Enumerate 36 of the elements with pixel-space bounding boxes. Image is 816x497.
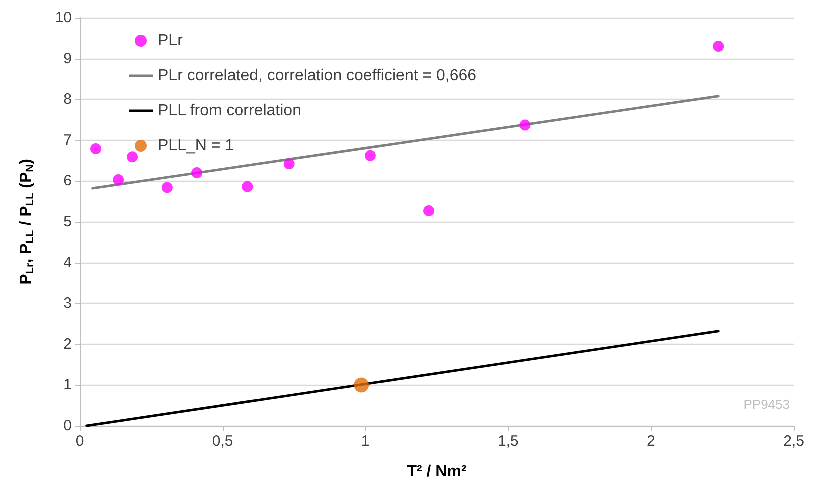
x-tick-label: 0 — [76, 433, 84, 450]
point — [284, 158, 295, 170]
x-tick-label: 1,5 — [498, 433, 519, 450]
x-tick-label: 2 — [647, 433, 656, 450]
y-tick-label: 2 — [64, 336, 72, 353]
x-tick-label: 2,5 — [784, 433, 804, 450]
y-tick-label: 5 — [64, 214, 72, 230]
x-tick-label: 1 — [361, 433, 370, 450]
y-tick-label: 4 — [64, 254, 72, 272]
y-tick-label: 3 — [64, 295, 72, 312]
legend-label: PLL from correlation — [158, 102, 302, 120]
legend-label: PLr correlated, correlation coefficient = 0,666 — [158, 68, 477, 84]
x-tick-label: 0,5 — [212, 433, 234, 450]
point — [162, 182, 173, 194]
point — [354, 378, 370, 393]
point — [192, 168, 203, 179]
y-tick-label: 10 — [55, 10, 72, 26]
y-tick-label: 8 — [64, 91, 72, 108]
point — [520, 120, 531, 131]
legend-label: PLL_N = 1 — [158, 138, 234, 154]
point — [113, 174, 124, 186]
point — [364, 150, 376, 162]
point — [90, 143, 102, 154]
annotation: PP9453 — [744, 397, 790, 412]
y-tick-label: 1 — [64, 376, 72, 394]
x-axis-title: T² / Nm² — [407, 464, 467, 480]
y-tick-label: 0 — [64, 418, 72, 434]
y-tick-label: 7 — [64, 132, 72, 149]
point — [713, 41, 724, 52]
y-tick-label: 6 — [64, 172, 72, 190]
y-tick-label: 9 — [64, 50, 72, 68]
point — [242, 181, 254, 192]
point — [424, 205, 435, 216]
text: PLr, PLL / PLL (PN) — [18, 159, 36, 285]
point — [127, 152, 138, 163]
legend-label: PLr — [158, 32, 184, 50]
